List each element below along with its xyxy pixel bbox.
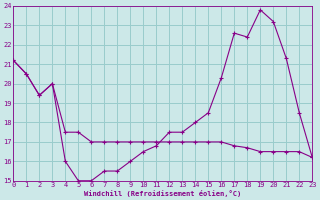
X-axis label: Windchill (Refroidissement éolien,°C): Windchill (Refroidissement éolien,°C): [84, 190, 242, 197]
